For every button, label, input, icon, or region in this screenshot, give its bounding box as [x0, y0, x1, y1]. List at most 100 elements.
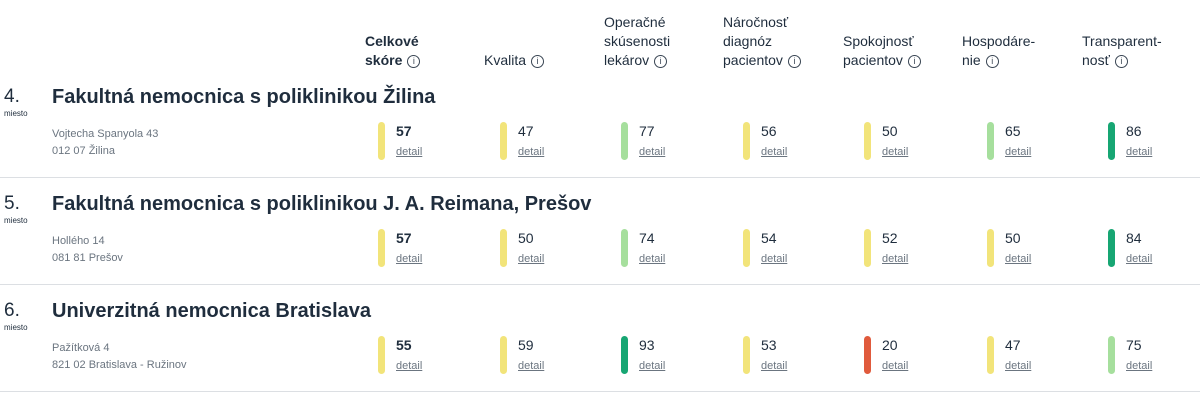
detail-link[interactable]: detail — [396, 146, 423, 158]
score-bar — [378, 229, 385, 267]
score-value: 77 — [639, 123, 655, 139]
score-bar — [621, 336, 628, 374]
metric-celkove-skore: 57 detail — [378, 229, 468, 269]
score-value: 57 — [396, 123, 412, 139]
metric-narocnost-diagnoz: 56 detail — [743, 122, 833, 162]
detail-link[interactable]: detail — [1005, 360, 1032, 372]
score-bar — [743, 229, 750, 267]
row-divider — [0, 391, 1200, 392]
hospital-row: 6. miesto Univerzitná nemocnica Bratislava… — [0, 297, 1200, 404]
column-header-operacne-skusenosti: Operačné skúsenosti lekárov i — [604, 13, 714, 70]
address-city: 821 02 Bratislava - Ružinov — [52, 359, 187, 371]
info-icon[interactable]: i — [985, 55, 999, 68]
detail-link[interactable]: detail — [761, 146, 788, 158]
info-icon[interactable]: i — [407, 55, 421, 68]
metric-transparentnost: 86 detail — [1108, 122, 1198, 162]
detail-link[interactable]: detail — [882, 360, 909, 372]
metric-hospodarenie: 65 detail — [987, 122, 1077, 162]
score-value: 55 — [396, 337, 412, 353]
column-header-label: Hospodáre- — [962, 33, 1036, 49]
detail-link[interactable]: detail — [1126, 146, 1153, 158]
metric-kvalita: 47 detail — [500, 122, 590, 162]
info-icon[interactable]: i — [654, 55, 668, 68]
score-bar — [621, 229, 628, 267]
rank-label: miesto — [4, 323, 28, 332]
info-icon[interactable]: i — [907, 55, 921, 68]
info-icon[interactable]: i — [787, 55, 801, 68]
detail-link[interactable]: detail — [518, 360, 545, 372]
score-bar — [987, 229, 994, 267]
score-value: 47 — [1005, 337, 1021, 353]
score-bar — [500, 122, 507, 160]
detail-link[interactable]: detail — [1005, 253, 1032, 265]
score-bar — [987, 122, 994, 160]
metric-operacne-skusenosti: 93 detail — [621, 336, 711, 376]
column-header-narocnost-diagnoz: Náročnosť diagnóz pacientov i — [723, 13, 833, 70]
address-street: Pažítková 4 — [52, 342, 110, 354]
score-value: 65 — [1005, 123, 1021, 139]
score-bar — [378, 336, 385, 374]
score-value: 50 — [1005, 230, 1021, 246]
detail-link[interactable]: detail — [1126, 253, 1153, 265]
score-value: 52 — [882, 230, 898, 246]
column-header-label: Spokojnosť — [843, 33, 914, 49]
metric-narocnost-diagnoz: 54 detail — [743, 229, 833, 269]
hospital-name[interactable]: Fakultná nemocnica s poliklinikou Žilina — [52, 86, 436, 108]
metric-narocnost-diagnoz: 53 detail — [743, 336, 833, 376]
score-bar — [743, 122, 750, 160]
score-value: 74 — [639, 230, 655, 246]
rank-number: 4. — [4, 86, 20, 107]
metric-spokojnost-pacientov: 50 detail — [864, 122, 954, 162]
column-header-label: Kvalita i — [484, 51, 594, 70]
column-header-label: Náročnosť — [723, 14, 789, 30]
info-icon[interactable]: i — [531, 55, 545, 68]
score-bar — [864, 229, 871, 267]
metric-hospodarenie: 50 detail — [987, 229, 1077, 269]
column-header-label: Transparent- — [1082, 33, 1162, 49]
detail-link[interactable]: detail — [518, 146, 545, 158]
info-icon[interactable]: i — [1114, 55, 1128, 68]
metric-celkove-skore: 55 detail — [378, 336, 468, 376]
column-header-label: Celkové — [365, 33, 419, 49]
hospital-name[interactable]: Fakultná nemocnica s poliklinikou J. A. … — [52, 193, 592, 215]
detail-link[interactable]: detail — [518, 253, 545, 265]
rank-number: 6. — [4, 300, 20, 321]
score-value: 93 — [639, 337, 655, 353]
metric-spokojnost-pacientov: 20 detail — [864, 336, 954, 376]
score-bar — [864, 122, 871, 160]
detail-link[interactable]: detail — [761, 253, 788, 265]
column-header-label: pacientov i — [723, 51, 833, 70]
detail-link[interactable]: detail — [639, 360, 666, 372]
score-bar — [864, 336, 871, 374]
rank-number: 5. — [4, 193, 20, 214]
metric-transparentnost: 75 detail — [1108, 336, 1198, 376]
row-divider — [0, 177, 1200, 178]
column-header-transparentnost: Transparent-nosť i — [1082, 32, 1192, 70]
score-bar — [1108, 336, 1115, 374]
detail-link[interactable]: detail — [396, 253, 423, 265]
column-header-label: nie i — [962, 51, 1072, 70]
detail-link[interactable]: detail — [882, 253, 909, 265]
detail-link[interactable]: detail — [882, 146, 909, 158]
metric-hospodarenie: 47 detail — [987, 336, 1077, 376]
metric-celkove-skore: 57 detail — [378, 122, 468, 162]
detail-link[interactable]: detail — [1126, 360, 1153, 372]
metric-operacne-skusenosti: 77 detail — [621, 122, 711, 162]
address-street: Hollého 14 — [52, 235, 105, 247]
column-header-label: nosť i — [1082, 51, 1192, 70]
score-bar — [743, 336, 750, 374]
detail-link[interactable]: detail — [639, 146, 666, 158]
score-value: 56 — [761, 123, 777, 139]
detail-link[interactable]: detail — [761, 360, 788, 372]
column-header-label: Operačné — [604, 14, 666, 30]
detail-link[interactable]: detail — [1005, 146, 1032, 158]
column-header-label: lekárov i — [604, 51, 714, 70]
hospital-name[interactable]: Univerzitná nemocnica Bratislava — [52, 300, 372, 322]
score-bar — [500, 229, 507, 267]
address-city: 081 81 Prešov — [52, 252, 123, 264]
score-bar — [378, 122, 385, 160]
detail-link[interactable]: detail — [396, 360, 423, 372]
column-header-kvalita: Kvalita i — [484, 51, 594, 70]
column-header-label: skóre i — [365, 51, 475, 70]
detail-link[interactable]: detail — [639, 253, 666, 265]
